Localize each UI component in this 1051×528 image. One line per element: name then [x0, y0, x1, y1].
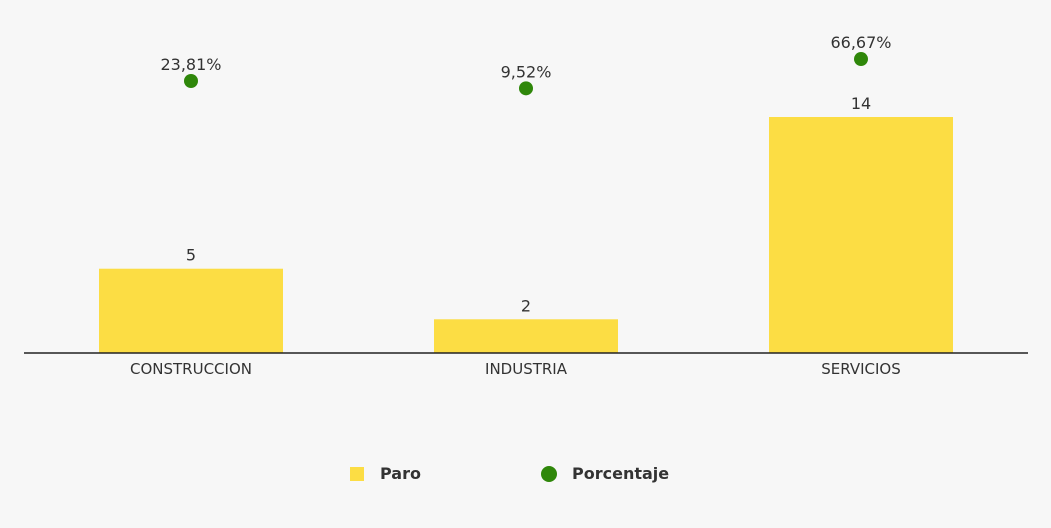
bar-value-label: 14: [851, 94, 871, 113]
bar: [769, 117, 953, 353]
category-label: CONSTRUCCION: [130, 360, 252, 378]
percentage-label: 66,67%: [830, 33, 891, 52]
category-label: SERVICIOS: [821, 360, 901, 378]
legend-paro-swatch: [350, 467, 364, 481]
bar: [434, 319, 618, 353]
legend-porcentaje-label: Porcentaje: [572, 464, 669, 483]
percentage-label: 23,81%: [160, 55, 221, 74]
percentage-point: [184, 74, 198, 88]
bar: [99, 268, 283, 353]
bar-value-label: 5: [186, 246, 196, 265]
percentage-label: 9,52%: [501, 62, 552, 81]
category-label: INDUSTRIA: [485, 360, 568, 378]
percentage-point: [854, 52, 868, 67]
legend-porcentaje-marker: [541, 466, 557, 482]
percentage-point: [519, 81, 533, 96]
legend-paro-label: Paro: [380, 464, 421, 483]
bar-value-label: 2: [521, 296, 531, 315]
